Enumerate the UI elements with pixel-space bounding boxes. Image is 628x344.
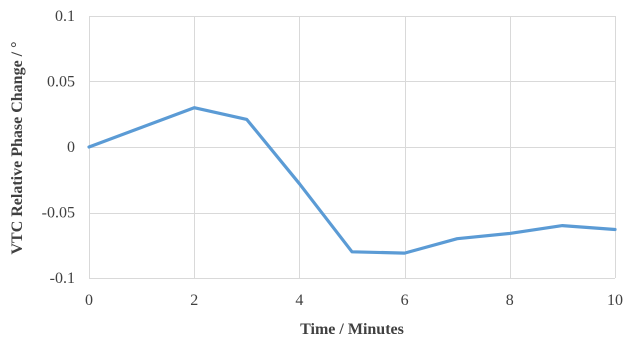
x-tick-label: 0 [85,292,93,309]
series-line [87,106,617,255]
series-group [87,106,617,255]
gridlines [89,16,616,279]
x-tick-labels: 0 2 4 6 8 10 [85,292,623,309]
x-axis-title: Time / Minutes [300,321,404,338]
x-tick-label: 4 [295,292,303,309]
y-tick-label: 0.1 [55,8,75,25]
x-tick-label: 8 [506,292,514,309]
x-tick-label: 2 [190,292,198,309]
y-tick-label: -0.05 [42,205,75,222]
y-tick-label: 0.05 [47,74,75,91]
y-tick-label: -0.1 [50,270,75,287]
x-tick-label: 6 [401,292,409,309]
x-tick-label: 10 [607,292,623,309]
y-tick-labels: 0.1 0.05 0 -0.05 -0.1 [42,8,75,287]
y-tick-label: 0 [67,139,75,156]
y-axis-title: VTC Relative Phase Change / ° [9,41,26,254]
